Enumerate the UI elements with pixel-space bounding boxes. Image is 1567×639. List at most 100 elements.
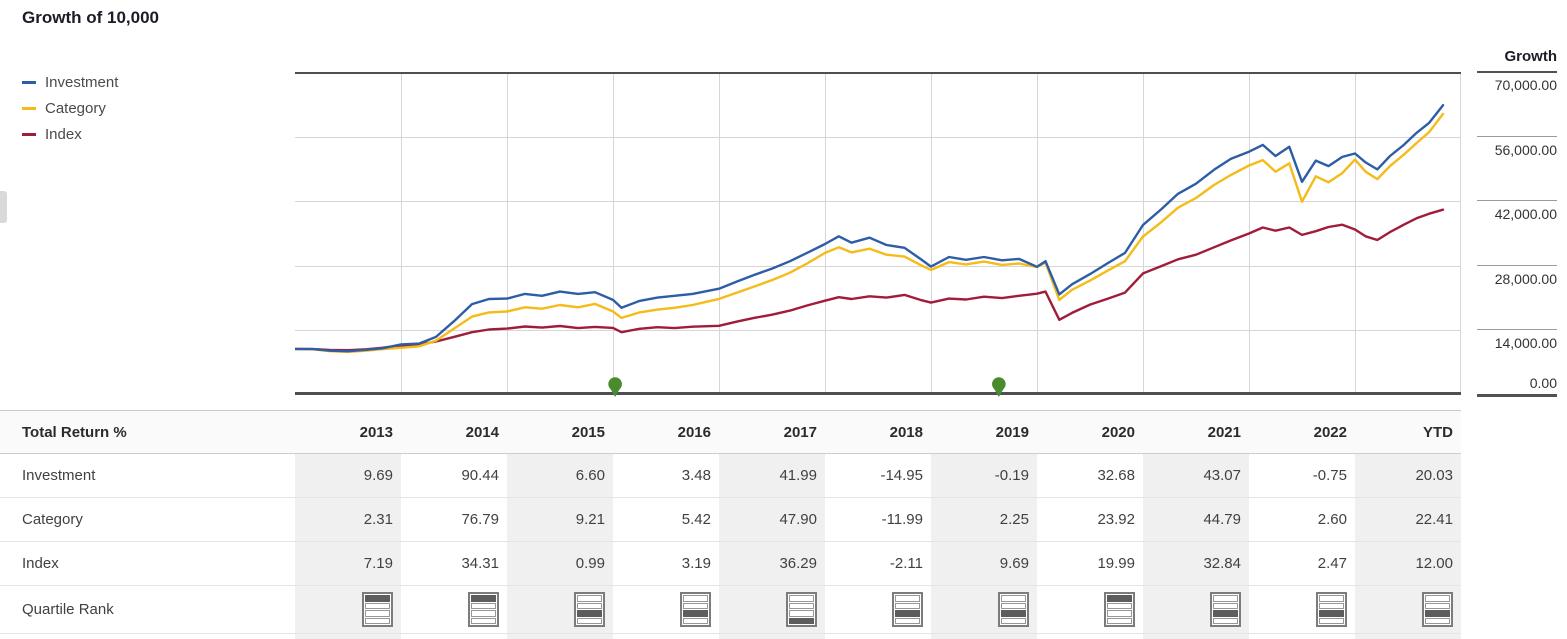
legend-item: Category	[22, 95, 118, 121]
year-header: 2013	[359, 423, 393, 441]
event-pin-icon[interactable]	[608, 377, 622, 397]
return-value-cell: -14.95	[880, 467, 923, 484]
growth-axis-tick-line	[1477, 329, 1557, 331]
table-row: Investment 9.69 90.44 6.60 3.48 41.99 -14.95 -0…	[0, 454, 1461, 498]
quartile-rank-icon	[1104, 592, 1135, 627]
quartile-bar	[365, 602, 390, 609]
quartile-bar	[1213, 595, 1238, 602]
quartile-bar	[1319, 595, 1344, 602]
quartile-bar	[1107, 610, 1132, 617]
return-value-cell: 3.19	[681, 555, 711, 572]
row-label	[0, 634, 295, 639]
return-value-cell: 12.00	[1355, 542, 1461, 585]
table-row: Index 7.19 34.31 0.99 3.19 36.29 -2.11 9.69 19.9…	[0, 542, 1461, 586]
quartile-bar	[471, 610, 496, 617]
left-edge-artifact	[0, 191, 7, 223]
legend-label: Index	[45, 125, 82, 143]
quartile-bar-selected	[471, 595, 496, 602]
quartile-cell	[507, 586, 613, 633]
row-label: Index	[22, 555, 59, 572]
total-return-table: Total Return % 2013 2014 2015 2016 2017 2018 20…	[0, 410, 1461, 639]
quartile-bar	[1425, 617, 1450, 624]
event-pin-icon[interactable]	[992, 377, 1006, 397]
quartile-bar-selected	[577, 610, 602, 617]
return-value-cell: 44.79	[1143, 498, 1249, 541]
return-value-cell: -2.11	[889, 555, 923, 572]
return-value-cell: 7.19	[295, 542, 401, 585]
return-value-cell: 2.25	[931, 498, 1037, 541]
quartile-rank-icon	[468, 592, 499, 627]
year-header: 2017	[783, 423, 817, 441]
quartile-rank-icon	[786, 592, 817, 627]
quartile-cell	[931, 586, 1037, 633]
empty-cell	[401, 634, 507, 639]
growth-axis-tick-line	[1477, 264, 1557, 266]
quartile-bar	[1107, 617, 1132, 624]
year-header: 2016	[677, 423, 711, 441]
table-header-row: Total Return % 2013 2014 2015 2016 2017 2018 20…	[0, 410, 1461, 454]
table-row: Category 2.31 76.79 9.21 5.42 47.90 -11.99 2.25…	[0, 498, 1461, 542]
chart-bottom-border	[295, 392, 1461, 395]
quartile-cell	[295, 586, 401, 633]
table-row-partial	[0, 634, 1461, 639]
quartile-bar	[577, 595, 602, 602]
quartile-bar-selected	[789, 617, 814, 624]
return-value-cell: 36.29	[719, 542, 825, 585]
empty-cell	[613, 634, 719, 639]
growth-axis-tick-line	[1477, 135, 1557, 137]
quartile-bar	[577, 617, 602, 624]
year-header: 2021	[1207, 423, 1241, 441]
growth-axis-tick-label: 42,000.00	[1494, 206, 1557, 223]
quartile-bar	[789, 595, 814, 602]
return-value-cell: 32.84	[1143, 542, 1249, 585]
quartile-bar	[471, 617, 496, 624]
quartile-cell	[1355, 586, 1461, 633]
quartile-bar-selected	[1425, 610, 1450, 617]
return-value-cell: 20.03	[1355, 454, 1461, 497]
quartile-rank-icon	[1316, 592, 1347, 627]
quartile-cell	[1249, 586, 1355, 633]
page-title: Growth of 10,000	[22, 8, 159, 27]
growth-chart-plot-area[interactable]	[295, 72, 1461, 400]
legend: Investment Category Index	[22, 69, 118, 147]
investment-line	[295, 104, 1445, 353]
row-label: Quartile Rank	[22, 601, 114, 618]
growth-axis-tick-line	[1477, 71, 1557, 73]
growth-axis: Growth 70,000.00 56,000.00 42,000.00 28,000…	[1477, 40, 1557, 420]
quartile-cell	[1143, 586, 1249, 633]
empty-cell	[825, 634, 931, 639]
return-value-cell: 32.68	[1097, 467, 1135, 484]
quartile-bar	[895, 595, 920, 602]
quartile-bar	[683, 595, 708, 602]
legend-item: Index	[22, 121, 118, 147]
legend-swatch-icon	[22, 80, 36, 84]
year-header: 2018	[889, 423, 923, 441]
quartile-bar	[683, 617, 708, 624]
return-value-cell: 2.60	[1317, 511, 1347, 528]
legend-swatch-icon	[22, 106, 36, 110]
quartile-cell	[719, 586, 825, 633]
quartile-rank-icon	[998, 592, 1029, 627]
chart-top-border	[295, 72, 1461, 74]
quartile-bar	[683, 602, 708, 609]
return-value-cell: 47.90	[719, 498, 825, 541]
empty-cell	[295, 634, 401, 639]
return-value-cell: 22.41	[1355, 498, 1461, 541]
quartile-bar	[789, 610, 814, 617]
legend-swatch-icon	[22, 132, 36, 136]
legend-label: Investment	[45, 73, 119, 91]
quartile-bar-selected	[895, 610, 920, 617]
table-header-label: Total Return %	[22, 423, 127, 441]
quartile-cell	[401, 586, 507, 633]
quartile-bar-selected	[683, 610, 708, 617]
growth-axis-tick-label: 0.00	[1529, 375, 1557, 391]
return-value-cell: 3.48	[681, 467, 711, 484]
quartile-bar-selected	[1319, 610, 1344, 617]
growth-axis-header: Growth	[1504, 48, 1558, 65]
growth-axis-tick-label: 56,000.00	[1494, 141, 1557, 158]
return-value-cell: 0.99	[507, 542, 613, 585]
quartile-rank-icon	[680, 592, 711, 627]
return-value-cell: 2.47	[1317, 555, 1347, 572]
empty-cell	[1143, 634, 1249, 639]
quartile-bar	[365, 617, 390, 624]
